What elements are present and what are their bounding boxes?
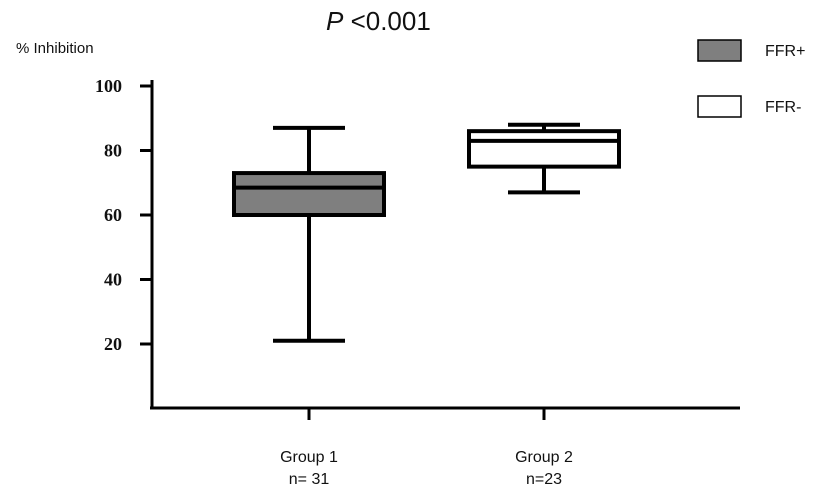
legend-swatch <box>697 95 742 118</box>
legend-swatch <box>697 39 742 62</box>
box-2 <box>467 122 621 195</box>
legend: FFR+ FFR- <box>697 39 805 118</box>
y-axis-label: % Inhibition <box>16 40 94 57</box>
box-series <box>232 122 621 343</box>
category-count: n=23 <box>526 471 562 488</box>
iqr-box <box>467 129 621 169</box>
category-count: n= 31 <box>289 471 330 488</box>
title-p-italic: P <box>326 6 344 36</box>
y-tick-label: 80 <box>104 141 122 161</box>
y-tick-label: 60 <box>104 205 122 225</box>
category-label: Group 2 <box>515 449 573 466</box>
box-1 <box>232 125 386 343</box>
legend-label: FFR- <box>765 99 801 116</box>
chart-title: P <0.001 <box>326 6 431 36</box>
y-tick-label: 40 <box>104 270 122 290</box>
y-tick-label: 100 <box>95 76 122 96</box>
y-tick-label: 20 <box>104 334 122 354</box>
category-labels: Group 1 n= 31 Group 2 n=23 <box>280 449 573 488</box>
x-axis-ticks <box>307 408 546 420</box>
title-p-value: <0.001 <box>343 6 430 36</box>
category-label: Group 1 <box>280 449 338 466</box>
legend-label: FFR+ <box>765 43 805 60</box>
iqr-box <box>232 171 386 217</box>
y-axis-ticks: 20 40 60 80 100 <box>95 76 152 354</box>
